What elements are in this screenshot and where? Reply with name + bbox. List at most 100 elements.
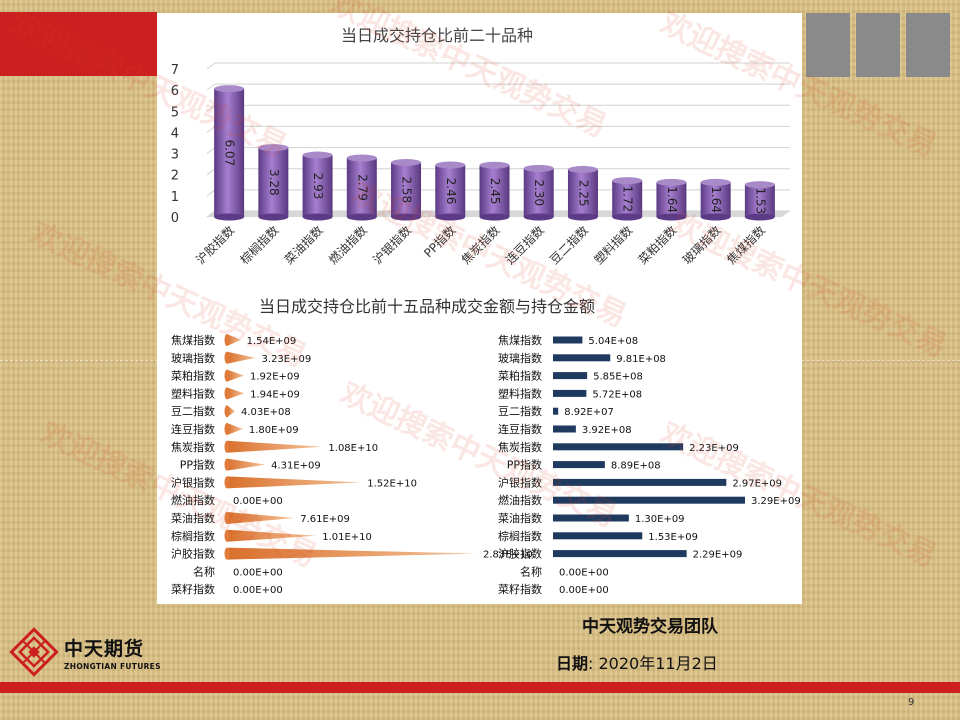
chart2-data-label: 2.83E+10 [483, 550, 533, 561]
chart1-bar-base [258, 213, 289, 221]
chart2-bar [227, 512, 295, 524]
chart3-bar [553, 461, 605, 469]
chart1-gridline-side [206, 189, 216, 197]
chart3-data-label: 8.89E+08 [611, 461, 661, 472]
chart1-bar-top [435, 161, 466, 169]
chart3-data-label: 2.23E+09 [689, 443, 739, 454]
chart2-data-label: 1.08E+10 [328, 443, 378, 454]
chart1-bar-top [656, 178, 687, 186]
chart2-data-label: 1.80E+09 [249, 425, 299, 436]
chart3-category-label: 菜粕指数 [498, 369, 542, 383]
chart1-bar [391, 162, 422, 217]
chart2-category-label: 玻璃指数 [171, 351, 215, 365]
chart3-category-label: 焦煤指数 [498, 333, 542, 347]
chart1-bar-base [744, 213, 775, 221]
chart1-data-label: 2.46 [444, 178, 458, 205]
chart2-category-label: PP指数 [180, 458, 215, 472]
chart1-bar [302, 155, 333, 217]
chart1-bar [744, 184, 775, 217]
chart2-category-label: 菜粕指数 [171, 369, 215, 383]
chart3-data-label: 9.81E+08 [616, 354, 666, 365]
chart2-category-label: 棕榈指数 [171, 529, 215, 543]
chart1-category-label: 菜粕指数 [635, 223, 680, 268]
chart1-gridline-side [206, 62, 216, 70]
chart1-bar-top [391, 158, 422, 166]
chart1-title: 当日成交持仓比前二十品种 [341, 26, 533, 45]
chart2-category-label: 焦煤指数 [171, 333, 215, 347]
chart2-title: 当日成交持仓比前十五品种成交金额与持仓金额 [259, 297, 595, 316]
chart1-bar-top [258, 144, 289, 152]
chart1-ytick-label: 7 [171, 63, 179, 78]
chart2-data-label: 1.54E+09 [247, 336, 297, 347]
chart1-gridline-side [206, 147, 216, 154]
chart2-category-label: 菜籽指数 [171, 582, 215, 596]
chart3-bar [553, 389, 587, 397]
chart2-data-label: 1.94E+09 [250, 389, 300, 400]
chart2-data-label: 0.00E+00 [233, 585, 283, 596]
chart3-category-label: 菜油指数 [498, 511, 542, 525]
chart3-data-label: 5.04E+08 [588, 336, 638, 347]
bottom-red-band [0, 682, 960, 693]
chart2-data-label: 0.00E+00 [233, 567, 283, 578]
chart1-bar-base [479, 213, 510, 221]
chart1-bar-top [612, 177, 643, 185]
chart2-data-label: 1.92E+09 [250, 372, 300, 383]
zhongtian-logo [9, 627, 59, 677]
chart2-bar [227, 440, 323, 453]
chart1-bar-top [302, 151, 333, 159]
chart3-data-label: 2.97E+09 [732, 478, 782, 489]
chart2-data-label: 3.23E+09 [262, 354, 312, 365]
chart3-category-label: 塑料指数 [498, 386, 542, 400]
chart1-data-label: 6.07 [223, 139, 237, 166]
chart3-data-label: 3.29E+09 [751, 496, 801, 507]
chart1-ytick-label: 0 [171, 211, 179, 226]
chart1-bar-top [700, 178, 731, 186]
chart1-bar [567, 169, 598, 217]
chart1-bar [214, 88, 245, 217]
chart2-category-label: 塑料指数 [171, 386, 215, 400]
chart3-category-label: 棕榈指数 [498, 529, 542, 543]
chart1-category-label: 塑料指数 [591, 223, 636, 268]
chart3-category-label: 菜籽指数 [498, 582, 542, 596]
chart1-bar-base [391, 213, 422, 221]
chart3-bar [553, 407, 559, 415]
chart1-bar-base [523, 213, 554, 221]
chart1-category-label: 燃油指数 [325, 223, 370, 268]
chart2-bar [227, 529, 317, 542]
chart1-bar-top [744, 181, 775, 189]
chart1-bar-base [435, 213, 466, 221]
chart2-bar [227, 369, 244, 382]
chart2-bar-base [224, 387, 230, 400]
chart1-category-label: PP指数 [421, 223, 459, 261]
chart1-data-label: 3.28 [267, 169, 281, 196]
chart2-bar-base [224, 512, 230, 524]
chart2-category-label: 豆二指数 [171, 404, 215, 418]
chart1-category-label: 焦煤指数 [723, 223, 768, 268]
chart1-gridline-side [206, 168, 216, 176]
chart2-bar-base [224, 476, 230, 489]
chart1-data-label: 1.64 [709, 186, 723, 213]
chart1-bar-base [567, 213, 598, 221]
chart3-bar [553, 496, 745, 504]
chart2-data-label: 1.52E+10 [367, 478, 417, 489]
chart1-bar [700, 182, 731, 217]
chart3-bar [553, 372, 588, 380]
chart1-bar-top [214, 85, 245, 93]
chart1-gridline-side [206, 104, 216, 112]
chart1-data-label: 1.53 [753, 187, 767, 214]
chart1-category-label: 连豆指数 [502, 223, 547, 268]
chart1-ytick-label: 5 [171, 105, 179, 120]
gray-square-decoration [906, 13, 950, 77]
team-title: 中天观势交易团队 [582, 617, 718, 637]
chart1-ytick-label: 3 [171, 148, 179, 163]
chart3-category-label: PP指数 [507, 458, 542, 472]
chart3-category-label: 玻璃指数 [498, 351, 542, 365]
chart3-category-label: 连豆指数 [498, 422, 542, 436]
chart1-ytick-label: 2 [171, 169, 179, 184]
chart1-data-label: 1.72 [621, 185, 635, 212]
chart2-data-label: 7.61E+09 [300, 514, 350, 525]
chart3-data-label: 2.29E+09 [693, 550, 743, 561]
chart1-ytick-label: 4 [171, 126, 179, 141]
chart1-bar-base [656, 213, 687, 221]
gray-square-decoration [806, 13, 850, 77]
